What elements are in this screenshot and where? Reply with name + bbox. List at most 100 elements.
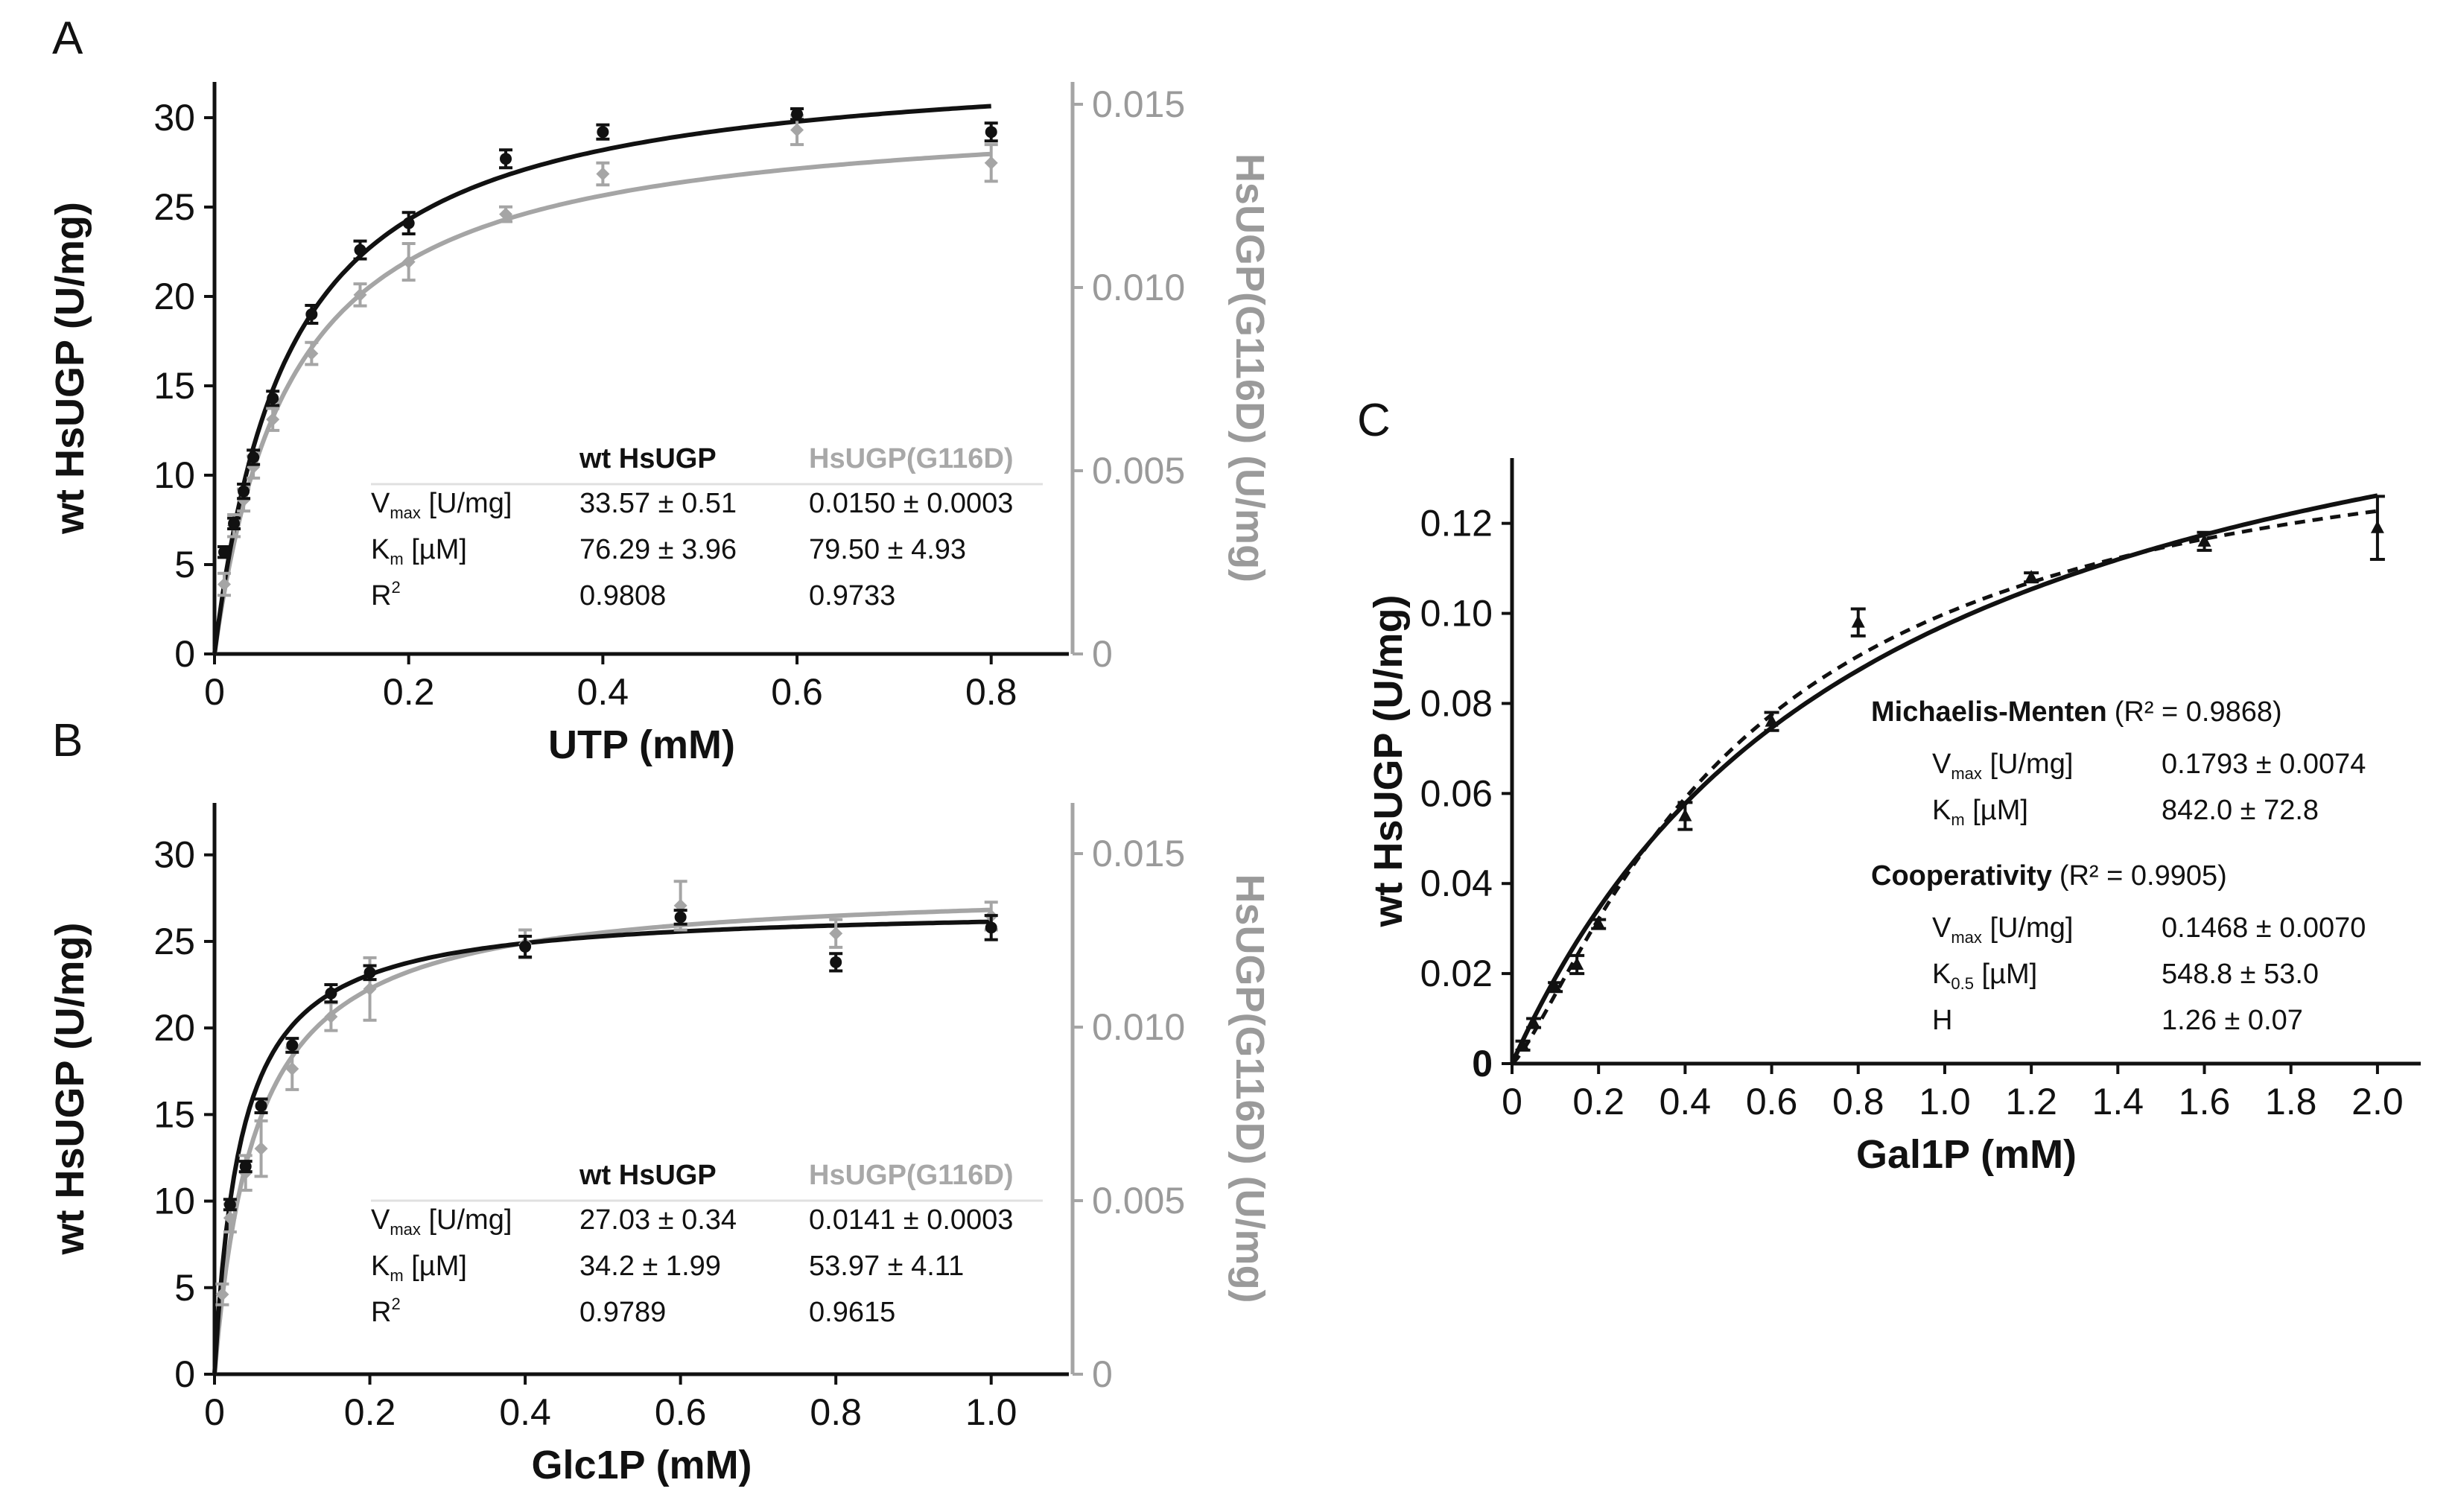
x-tick-label: 0.2 [1572, 1081, 1625, 1122]
data-point [830, 956, 842, 968]
data-point [305, 346, 319, 360]
param-subscript: m [390, 1266, 403, 1285]
data-point [401, 255, 416, 269]
table-value-wt: 0.9808 [579, 580, 666, 612]
x-tick-label: 0.4 [1660, 1081, 1712, 1122]
y-tick-label: 0.06 [1420, 772, 1493, 814]
data-point [2197, 533, 2211, 547]
param-symbol: H [1932, 1005, 1952, 1036]
data-point [267, 392, 279, 404]
y-tick-label: 0.10 [1420, 593, 1493, 635]
param-symbol: K [1932, 959, 1951, 990]
data-point [596, 167, 610, 181]
data-point [984, 156, 998, 170]
param-symbol: K [371, 1251, 390, 1282]
data-point [239, 1160, 252, 1173]
param-symbol: V [371, 488, 390, 519]
data-point [286, 1039, 299, 1052]
param-symbol: V [1932, 749, 1951, 780]
x-tick-label: 1.8 [2265, 1081, 2317, 1122]
legend-title: Cooperativity (R² = 0.9905) [1871, 860, 2227, 892]
right-y-axis-title: HsUGP(G116D) (U/mg) [1228, 874, 1272, 1303]
x-tick-label: 1.4 [2092, 1081, 2144, 1122]
table-row-label: R2 [371, 578, 401, 612]
table-header-mutant: HsUGP(G116D) [809, 443, 1014, 474]
data-point [597, 126, 609, 139]
data-point [324, 1010, 338, 1024]
x-tick-label: 1.6 [2179, 1081, 2231, 1122]
right-y-tick-label: 0 [1092, 1353, 1113, 1395]
x-axis-title: Gal1P (mM) [1856, 1132, 2077, 1177]
data-point [363, 966, 376, 979]
table-value-mutant: 0.9615 [809, 1297, 895, 1328]
fit-curve-mutant [212, 907, 991, 1375]
table-value-wt: 33.57 ± 0.51 [579, 488, 737, 519]
x-axis-title: UTP (mM) [548, 722, 735, 767]
x-tick-label: 0.4 [577, 671, 629, 713]
data-point [255, 1099, 267, 1112]
data-point [1570, 957, 1584, 971]
table-value-mutant: 0.0141 ± 0.0003 [809, 1204, 1013, 1236]
data-point [363, 982, 377, 996]
param-subscript: max [390, 1220, 421, 1239]
x-tick-label: 0.2 [383, 671, 435, 713]
legend-row-value: 0.1793 ± 0.0074 [2162, 749, 2366, 780]
param-symbol: V [1932, 912, 1951, 944]
fit-curve-wt [212, 104, 991, 655]
data-point [218, 546, 231, 559]
y-tick-label: 15 [153, 365, 195, 407]
data-point [305, 308, 318, 320]
data-point [500, 153, 512, 165]
x-tick-label: 1.2 [2005, 1081, 2057, 1122]
legend-model-name: Cooperativity [1871, 860, 2052, 892]
data-point [499, 207, 513, 221]
y-tick-label: 5 [174, 544, 195, 585]
legend-row-value: 842.0 ± 72.8 [2162, 795, 2319, 826]
param-superscript: 2 [391, 578, 400, 597]
data-point [402, 217, 415, 229]
data-point [2024, 570, 2039, 583]
y-tick-label: 5 [174, 1267, 195, 1309]
table-header-wt: wt HsUGP [579, 443, 717, 474]
param-subscript: max [1951, 764, 1982, 783]
fit-curve-mutant [212, 151, 991, 655]
x-tick-label: 1.0 [1919, 1081, 1971, 1122]
panel-a: A 0 0.2 0.4 0.6 0.8 0 5 10 15 20 25 30 0 0.005 0.010 0.0… [48, 13, 1272, 767]
x-tick-label: 0.6 [771, 671, 823, 713]
x-tick-label: 0.6 [1746, 1081, 1798, 1122]
right-y-tick-label: 0.010 [1092, 267, 1185, 308]
table-row-label: Vmax [U/mg] [371, 1204, 512, 1239]
y-tick-label: 25 [153, 186, 195, 228]
x-tick-label: 0.8 [965, 671, 1017, 713]
data-point [217, 577, 232, 591]
right-y-tick-label: 0.005 [1092, 450, 1185, 492]
data-point [790, 123, 804, 137]
param-unit: [µM] [404, 534, 467, 565]
table-row-label: R2 [371, 1295, 401, 1328]
right-y-tick-label: 0.015 [1092, 83, 1185, 125]
param-subscript: max [1951, 928, 1982, 947]
y-axis-title: wt HsUGP (U/mg) [48, 202, 92, 535]
data-point [228, 517, 241, 530]
legend-r-squared: (R² = 0.9905) [2059, 860, 2227, 892]
table-value-mutant: 0.9733 [809, 580, 895, 612]
table-value-mutant: 53.97 ± 4.11 [809, 1251, 964, 1282]
data-point [215, 1287, 229, 1301]
data-point [674, 911, 687, 924]
param-unit: [µM] [1965, 795, 2028, 826]
data-point [223, 1198, 236, 1211]
y-tick-label: 15 [153, 1093, 195, 1135]
legend-row-value: 0.1468 ± 0.0070 [2162, 912, 2366, 944]
table-value-wt: 0.9789 [579, 1297, 666, 1328]
data-point [1592, 916, 1606, 930]
param-symbol: R [371, 1297, 391, 1328]
table-value-wt: 27.03 ± 0.34 [579, 1204, 737, 1236]
right-y-axis-title: HsUGP(G116D) (U/mg) [1228, 153, 1272, 582]
data-point [354, 244, 366, 256]
fit-curve-wt [212, 919, 991, 1375]
table-value-wt: 34.2 ± 1.99 [579, 1251, 721, 1282]
y-tick-label: 30 [153, 97, 195, 139]
data-point [285, 1061, 299, 1076]
y-tick-label: 0 [174, 1353, 195, 1395]
